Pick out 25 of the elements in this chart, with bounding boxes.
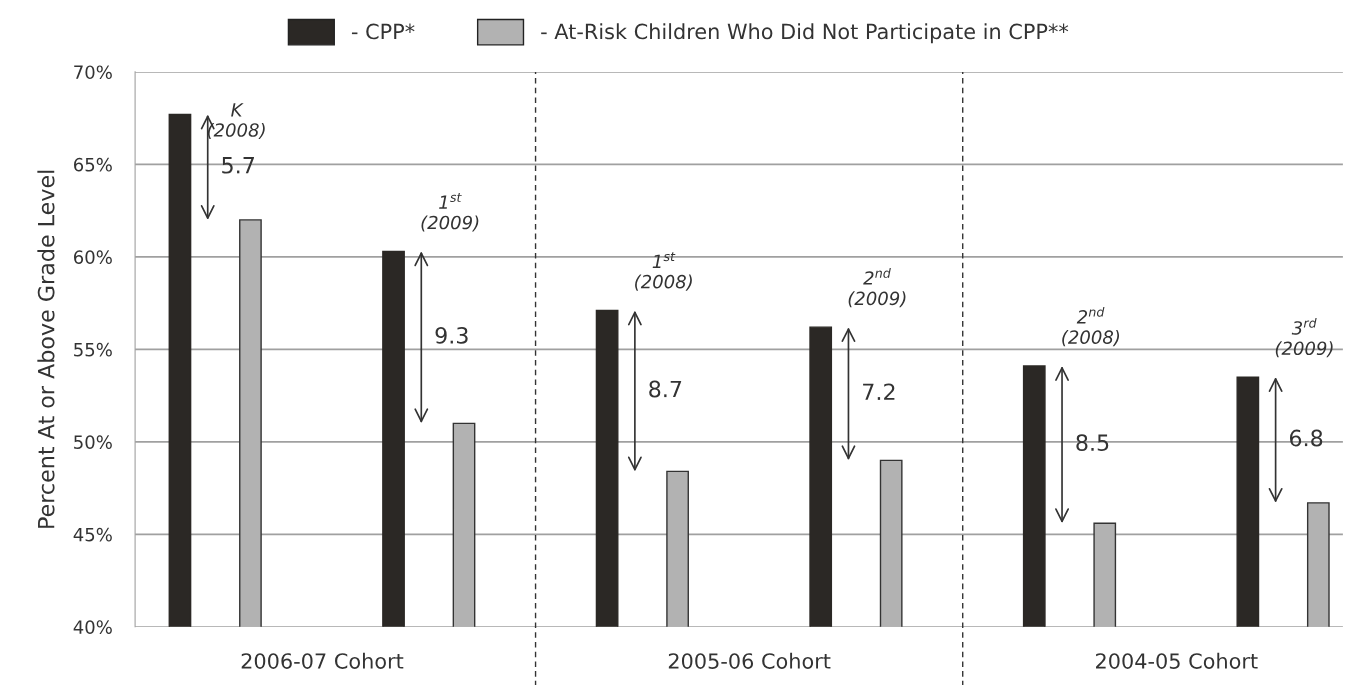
legend-label: - At-Risk Children Who Did Not Participate in CPP** <box>541 23 1069 44</box>
x-tick-label: 1$^{st}$ (2008) <box>635 252 692 291</box>
text: 2006-07 Cohort <box>241 652 404 669</box>
y-tick-label: 60% <box>74 250 112 264</box>
x-tick-label: 3$^{rd}$ (2009) <box>1275 318 1333 358</box>
y-tick-label: 50% <box>74 435 112 449</box>
y-tick-label: 45% <box>73 527 112 542</box>
annotation: 8.5 <box>1076 434 1109 452</box>
y-tick-label: 65% <box>74 157 112 172</box>
x-tick-label: 2$^{nd}$ (2008) <box>1062 306 1120 347</box>
y-tick-label: 40% <box>73 620 112 634</box>
x-tick-label: K (2008) <box>207 103 265 139</box>
x-tick-label: 2$^{nd}$ (2009) <box>848 268 906 308</box>
annotation: 5.7 <box>222 157 254 174</box>
y-tick-label: 55% <box>74 342 112 357</box>
text: 2004-05 Cohort <box>1096 652 1258 669</box>
y-axis-title: Percent At or Above Grade Level <box>37 170 55 528</box>
annotation: 6.8 <box>1289 429 1323 447</box>
text: 2005-06 Cohort <box>668 652 831 669</box>
annotation: 9.3 <box>435 326 468 344</box>
legend-label: - CPP* <box>351 23 415 40</box>
y-tick-label: 70% <box>74 65 112 80</box>
annotation: 7.2 <box>863 383 895 400</box>
annotation: 8.7 <box>649 380 682 398</box>
x-tick-label: 1$^{st}$ (2009) <box>421 192 479 232</box>
